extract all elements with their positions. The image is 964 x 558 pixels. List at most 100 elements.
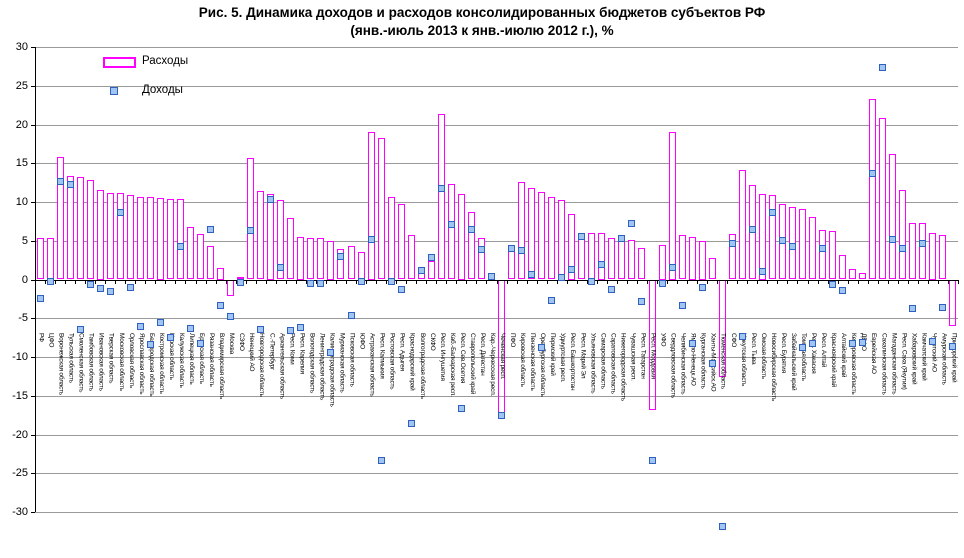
- expenses-bar: [397, 203, 405, 280]
- category-label: Забайкальский край: [789, 333, 797, 391]
- expenses-bar: [317, 238, 325, 280]
- income-marker: [437, 185, 445, 193]
- expenses-bar: [337, 249, 345, 280]
- x-axis-tick: [476, 279, 478, 284]
- income-marker: [287, 327, 295, 335]
- expenses-bar: [849, 269, 857, 280]
- expenses-bar: [267, 194, 275, 280]
- expenses-bar: [96, 190, 104, 280]
- x-axis-tick: [566, 279, 568, 284]
- x-axis-tick: [165, 279, 167, 284]
- x-axis-tick: [727, 279, 729, 284]
- x-axis-tick: [797, 279, 799, 284]
- x-axis-tick: [356, 279, 358, 284]
- category-label: Респ. Калмыкия: [378, 333, 386, 379]
- category-label: Респ. Хакасия: [810, 333, 818, 374]
- income-marker: [778, 237, 786, 245]
- category-label: С.-Петербург: [268, 333, 276, 371]
- x-axis-tick: [907, 279, 909, 284]
- chart-title-line1: Рис. 5. Динамика доходов и расходов конс…: [198, 5, 766, 20]
- category-label: Москва: [228, 333, 236, 354]
- chart-title-line2: (янв.-июль 2013 к янв.-июлю 2012 г.), %: [350, 23, 614, 38]
- income-marker: [708, 360, 716, 368]
- expenses-bar: [628, 239, 636, 280]
- expenses-bar: [327, 240, 335, 280]
- expenses-bar: [839, 254, 847, 280]
- category-label: Чувашская респ.: [629, 333, 637, 381]
- expenses-bar: [528, 188, 536, 280]
- income-marker: [407, 420, 415, 428]
- category-label: Респ. Марий Эл: [579, 333, 587, 379]
- expenses-bar: [658, 244, 666, 280]
- expenses-bar: [387, 196, 395, 280]
- gridline: [35, 86, 958, 87]
- income-marker: [86, 280, 94, 288]
- expenses-bar: [788, 206, 796, 280]
- category-label: СФО: [729, 333, 737, 348]
- category-label: Воронежская область: [57, 333, 65, 396]
- x-axis-tick: [827, 279, 829, 284]
- category-label: Калининградская область: [328, 333, 336, 407]
- gridline: [35, 241, 958, 242]
- category-label: Белгородская область: [147, 333, 155, 397]
- x-axis-tick: [386, 279, 388, 284]
- category-label: Камчатский край: [920, 333, 928, 381]
- expenses-bar: [187, 226, 194, 280]
- x-axis-tick: [556, 279, 558, 284]
- income-marker: [377, 456, 385, 464]
- expenses-bar: [899, 189, 907, 280]
- income-marker: [919, 239, 927, 247]
- category-label: Красноярский край: [830, 333, 838, 388]
- category-label: Респ. Карелия: [298, 333, 306, 374]
- x-axis-tick: [707, 279, 709, 284]
- income-marker: [156, 318, 164, 326]
- income-marker: [768, 208, 776, 216]
- x-axis-tick: [757, 279, 759, 284]
- gridline: [35, 512, 958, 513]
- category-label: Липецкая область: [188, 333, 195, 385]
- income-marker: [849, 340, 857, 348]
- expenses-bar: [819, 229, 827, 280]
- y-axis-tick: [31, 86, 35, 87]
- category-label: Респ. Ингушетия: [438, 333, 446, 381]
- gridline: [35, 163, 958, 164]
- income-marker: [899, 245, 907, 252]
- x-axis-tick: [506, 279, 508, 284]
- income-marker: [809, 339, 817, 347]
- y-axis-tick: [31, 47, 35, 48]
- x-axis-tick: [205, 279, 207, 284]
- expenses-bar: [227, 279, 235, 296]
- x-axis-tick: [677, 279, 679, 284]
- category-label: Иркутская область: [739, 333, 747, 387]
- category-label: Вологодская область: [308, 333, 316, 394]
- expenses-bar: [688, 236, 696, 280]
- x-axis-tick: [927, 279, 929, 284]
- y-tick-label: -25: [12, 467, 28, 479]
- x-axis-tick: [807, 279, 809, 284]
- category-label: Ямало-Ненецк.АО: [689, 333, 697, 386]
- y-tick-label: 5: [21, 235, 28, 247]
- y-axis-tick: [31, 357, 35, 358]
- x-axis-tick: [285, 279, 287, 284]
- income-marker: [96, 285, 104, 293]
- y-axis-tick: [31, 280, 35, 281]
- x-axis-tick: [446, 279, 448, 284]
- expenses-bar: [126, 195, 134, 280]
- x-axis-tick: [576, 279, 578, 284]
- income-marker: [498, 411, 506, 419]
- x-axis-tick: [486, 279, 488, 284]
- expenses-bar: [156, 198, 164, 280]
- expenses-bar: [407, 235, 415, 280]
- incomes-swatch-icon: [110, 87, 118, 95]
- expenses-bar: [879, 117, 887, 280]
- y-tick-label: 25: [15, 80, 28, 92]
- income-marker: [247, 227, 255, 235]
- expenses-bar: [457, 194, 465, 280]
- income-marker: [718, 523, 726, 531]
- category-label: Кар.-Черкесская респ.: [488, 333, 496, 397]
- x-axis-tick: [596, 279, 598, 284]
- x-axis-tick: [295, 279, 297, 284]
- expenses-bar: [869, 98, 877, 280]
- x-axis-tick: [346, 279, 347, 284]
- expenses-bar: [367, 132, 375, 280]
